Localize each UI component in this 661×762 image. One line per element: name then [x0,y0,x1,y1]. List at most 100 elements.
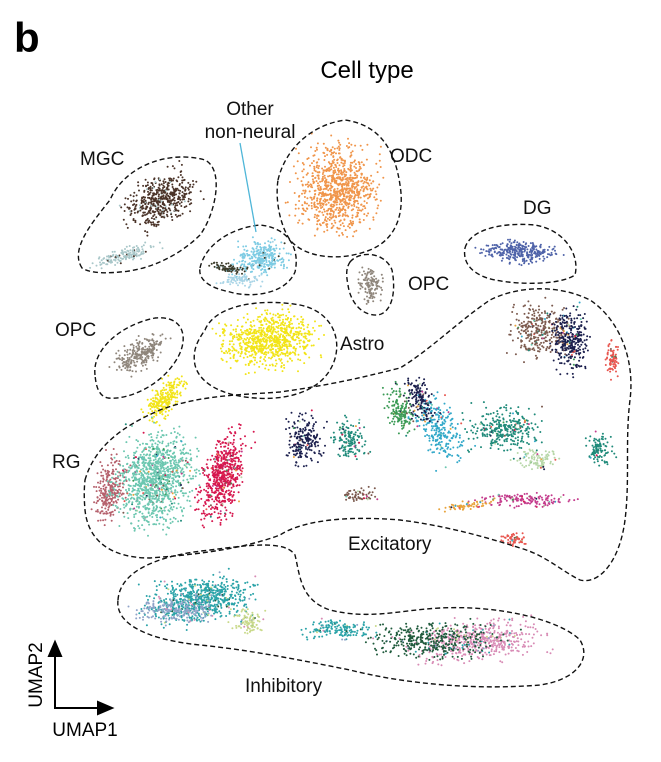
point [261,329,264,332]
point [189,477,192,480]
point [198,484,201,487]
point [187,481,190,484]
point [153,177,156,180]
point [543,250,546,253]
point [181,492,184,495]
point [165,478,168,481]
point [299,339,302,342]
point [122,486,124,489]
point [189,458,192,461]
point [146,234,149,237]
point [119,358,121,361]
point [366,143,369,146]
point [141,524,144,527]
point [144,199,147,202]
point [277,324,280,327]
point [230,324,233,327]
point [194,436,197,439]
point [310,207,313,210]
point [350,154,353,157]
point [322,202,325,205]
point [158,405,160,408]
point [157,447,160,450]
point [317,167,320,170]
point [337,145,340,148]
point [262,327,265,330]
point [133,454,135,457]
point [133,498,136,501]
point [516,256,519,259]
point [250,250,253,253]
point [310,185,312,188]
point [314,150,317,152]
point [103,501,106,504]
point [141,342,144,345]
point [187,200,190,203]
point [255,307,258,310]
point [347,146,350,149]
point [157,195,160,198]
point [109,481,112,484]
point [538,250,541,253]
point [185,466,188,469]
point [155,404,158,407]
point [344,191,347,194]
point [166,183,169,186]
point [257,252,259,255]
point [130,212,133,215]
point [174,447,177,449]
point [321,211,324,214]
point [359,196,362,199]
point [370,292,373,295]
point [357,161,360,164]
point [140,199,143,202]
point [362,182,365,185]
point [104,488,107,491]
point [500,259,503,262]
point [195,471,198,474]
point [273,249,276,252]
point [363,200,366,203]
point [164,518,167,521]
point [139,357,142,360]
point [167,465,169,468]
point [342,159,344,162]
point [280,366,283,368]
point [148,457,151,460]
point [264,309,267,312]
point [368,288,370,291]
point [264,356,267,358]
point [161,215,164,218]
point [154,205,157,208]
point [179,171,182,173]
point [359,167,362,170]
point [258,365,261,368]
point [135,370,137,373]
point [163,468,166,471]
point [363,180,366,183]
point [297,332,300,335]
point [116,484,119,486]
point [148,196,151,199]
point [311,178,314,181]
point [110,500,113,503]
point [140,369,143,372]
point [265,256,268,259]
point [189,449,192,452]
point [237,246,240,248]
point [121,362,124,365]
point [170,381,173,384]
point [104,469,107,472]
point [255,340,258,343]
point [100,267,103,270]
point [550,251,553,254]
point [307,157,310,160]
point [182,187,185,190]
point [117,349,120,352]
point [506,243,509,246]
point [234,280,237,283]
point [335,230,338,233]
point [163,186,166,188]
point [239,355,242,358]
point [352,197,355,200]
